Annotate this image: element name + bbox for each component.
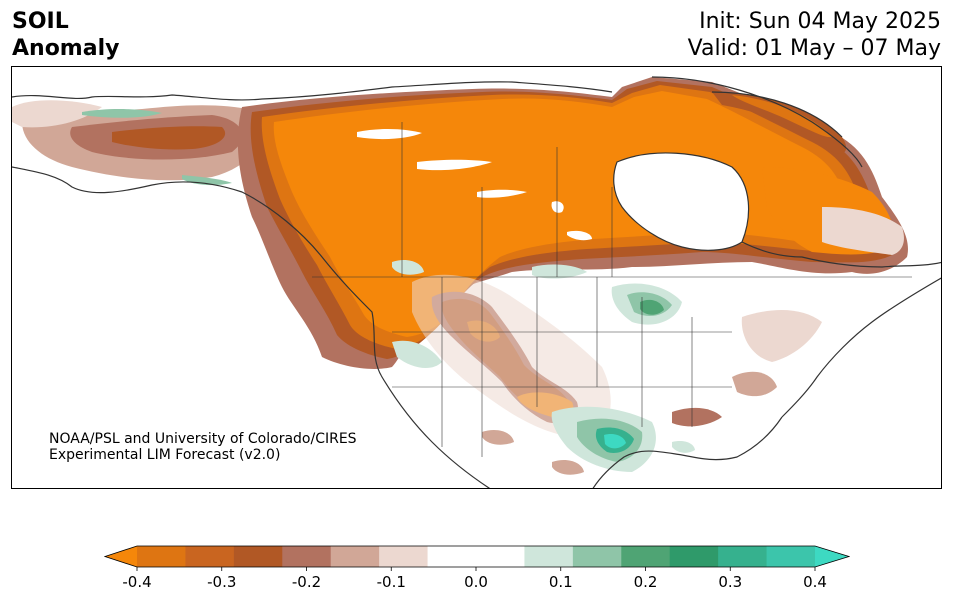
colorbar-cell (621, 546, 671, 567)
state-lines (312, 122, 912, 457)
colorbar-tick-label: 0.2 (634, 573, 658, 591)
colorbar-cell (233, 546, 283, 567)
colorbar-cell (137, 546, 186, 567)
credit-line-2: Experimental LIM Forecast (v2.0) (49, 447, 281, 463)
map-panel (11, 66, 942, 489)
colorbar-tick-label: 0.0 (464, 573, 488, 591)
colorbar-cell (282, 546, 332, 567)
colorbar-tick-label: -0.2 (292, 573, 321, 591)
colorbar-cell (427, 546, 477, 567)
anomaly-fields (12, 77, 908, 475)
colorbar-tick-label: -0.4 (122, 573, 151, 591)
colorbar: -0.4 -0.3 -0.2 -0.1 0.0 0.1 0.2 0.3 0.4 (104, 545, 850, 591)
colorbar-cell (330, 546, 380, 567)
colorbar-cells (104, 545, 850, 568)
init-date: Init: Sun 04 May 2025 (699, 9, 941, 34)
title-line-1: SOIL (12, 9, 69, 34)
credit-text: NOAA/PSL and University of Colorado/CIRE… (49, 431, 357, 463)
colorbar-cell (476, 546, 525, 567)
colorbar-tick-label: -0.3 (207, 573, 236, 591)
colorbar-cell (185, 546, 235, 567)
colorbar-tick-label: 0.3 (718, 573, 742, 591)
colorbar-cell (379, 546, 429, 567)
credit-line-1: NOAA/PSL and University of Colorado/CIRE… (49, 431, 357, 447)
colorbar-extend-high (815, 546, 849, 567)
colorbar-tick-label: 0.1 (549, 573, 573, 591)
map-title: SOIL Anomaly (12, 8, 119, 62)
colorbar-tick-label: -0.1 (377, 573, 406, 591)
valid-date: Valid: 01 May – 07 May (687, 36, 941, 61)
colorbar-cell (766, 546, 816, 567)
colorbar-cell (524, 546, 574, 567)
title-line-2: Anomaly (12, 36, 120, 61)
colorbar-ticks: -0.4 -0.3 -0.2 -0.1 0.0 0.1 0.2 0.3 0.4 (122, 567, 827, 591)
colorbar-extend-low (105, 546, 137, 567)
colorbar-cell (572, 546, 622, 567)
boundaries (12, 76, 941, 488)
colorbar-cell (669, 546, 719, 567)
anomaly-map (12, 76, 941, 488)
colorbar-tick-label: 0.4 (803, 573, 827, 591)
forecast-dates: Init: Sun 04 May 2025 Valid: 01 May – 07… (688, 8, 941, 62)
colorbar-cell (718, 546, 768, 567)
